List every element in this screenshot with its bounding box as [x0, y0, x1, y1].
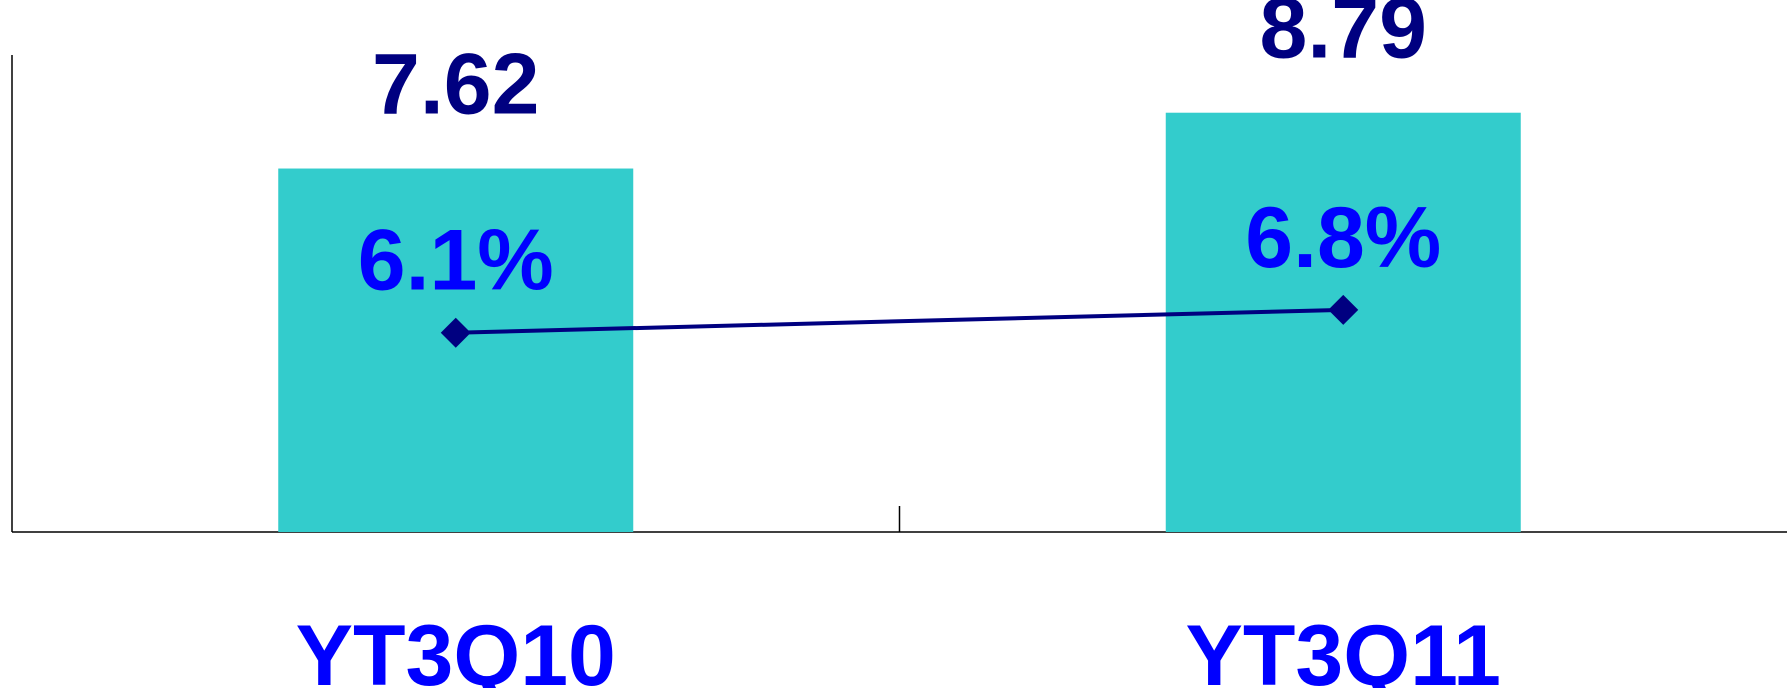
- bar: [278, 168, 634, 532]
- data-labels: 7.62 8.79 6.1% 6.8% YT3Q10 YT3Q11: [296, 0, 1501, 688]
- series-line: [455, 307, 1344, 335]
- x-tick-label: YT3Q10: [296, 608, 616, 688]
- bar-value-label: 7.62: [372, 37, 539, 133]
- line-series: [440, 294, 1359, 348]
- line-value-label: 6.1%: [358, 213, 554, 309]
- line-marker-diamond: [440, 317, 471, 348]
- x-tick-label: YT3Q11: [1185, 608, 1501, 688]
- bar-value-label: 8.79: [1260, 0, 1427, 77]
- line-marker-diamond: [1328, 294, 1359, 325]
- line-value-label: 6.8%: [1245, 190, 1441, 286]
- bar-series: [278, 112, 1521, 532]
